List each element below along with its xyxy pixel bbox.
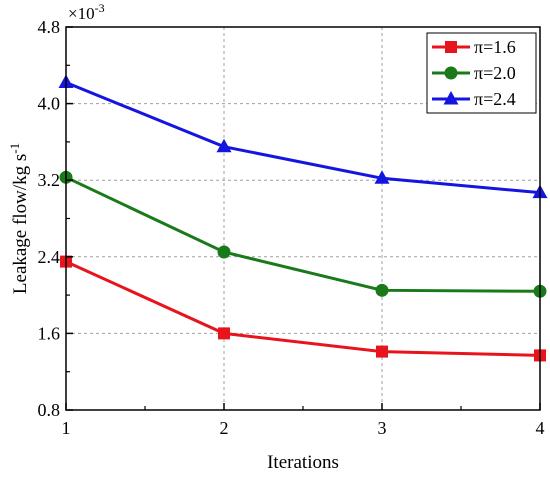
y-tick-label: 3.2 <box>38 170 61 190</box>
legend: π=1.6 π=2.0 π=2.4 <box>426 32 537 114</box>
x-axis-title: Iterations <box>267 452 339 473</box>
y-axis-title: Leakage flow/kg s-1 <box>7 143 31 294</box>
data-point-square <box>376 345 388 358</box>
data-point-triangle <box>374 170 390 184</box>
axis-ticks: 1 2 3 4 0.8 1.6 2.4 3.2 4.0 4.8 <box>38 17 545 438</box>
legend-entry: π=2.0 <box>432 63 516 83</box>
legend-label: π=1.6 <box>474 37 516 57</box>
y-tick-label: 0.8 <box>38 400 61 420</box>
y-multiplier-base: ×10 <box>68 4 95 23</box>
legend-entry: π=1.6 <box>432 37 516 57</box>
y-axis-title-superscript: -1 <box>7 143 22 154</box>
series-line <box>65 175 541 293</box>
data-point-triangle <box>443 91 459 105</box>
legend-entry: π=2.4 <box>432 89 516 109</box>
y-axis-title-text: Leakage flow/kg s <box>10 154 31 294</box>
y-axis-multiplier: ×10-3 <box>68 1 105 23</box>
data-point-circle <box>444 66 458 80</box>
legend-label: π=2.0 <box>474 63 516 83</box>
data-point-square <box>218 327 230 340</box>
y-tick-label: 4.8 <box>38 17 61 37</box>
data-point-square <box>445 41 457 53</box>
y-tick-label: 1.6 <box>38 323 61 343</box>
y-multiplier-exponent: -3 <box>95 1 105 15</box>
series-line <box>65 81 541 195</box>
data-point-circle <box>375 283 389 297</box>
legend-label: π=2.4 <box>474 89 516 109</box>
y-tick-label: 4.0 <box>38 94 61 114</box>
series-group <box>58 74 548 362</box>
series-2 <box>59 170 547 298</box>
x-tick-label: 2 <box>220 418 229 438</box>
x-tick-label: 1 <box>62 418 71 438</box>
series-line <box>65 260 541 357</box>
y-tick-label: 2.4 <box>38 247 61 267</box>
data-point-triangle <box>216 138 232 153</box>
x-tick-label: 4 <box>536 418 545 438</box>
data-point-circle <box>217 245 231 259</box>
x-tick-label: 3 <box>378 418 387 438</box>
